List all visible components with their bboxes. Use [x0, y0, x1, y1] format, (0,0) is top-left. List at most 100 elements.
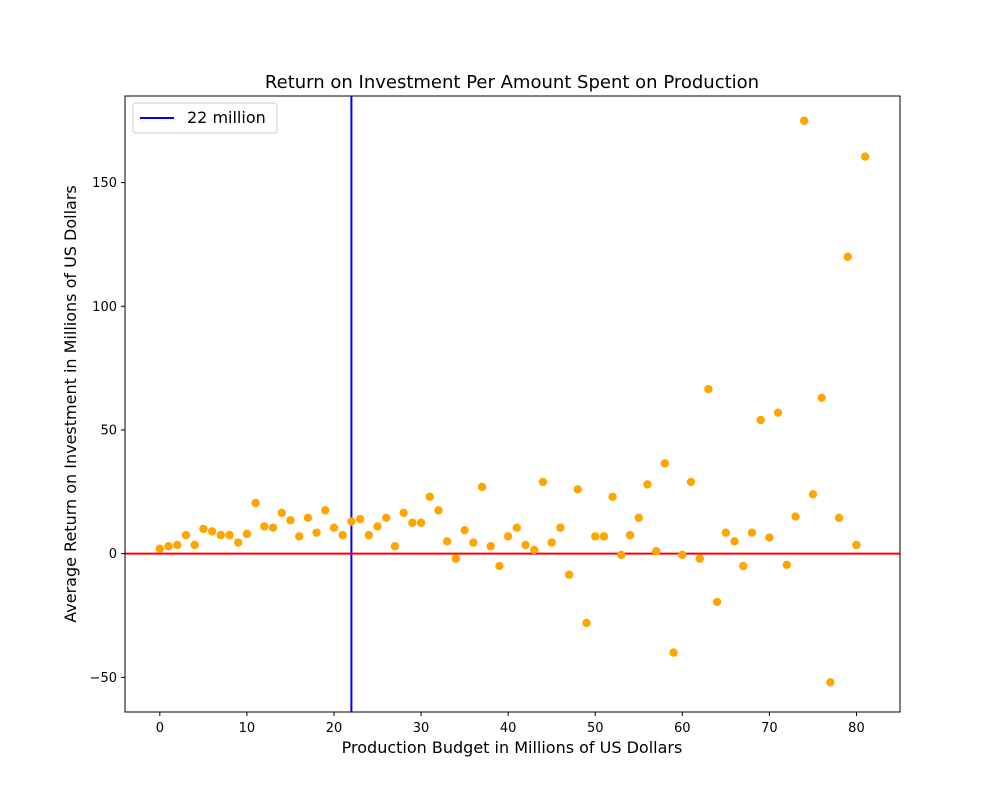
data-point	[207, 527, 217, 536]
data-point	[547, 538, 556, 547]
data-point	[678, 550, 687, 560]
y-tick-label: 150	[92, 176, 117, 191]
data-point	[382, 513, 391, 522]
x-tick-label: 30	[413, 721, 430, 736]
data-point	[521, 540, 530, 550]
data-point	[286, 516, 295, 525]
data-point	[434, 506, 443, 515]
data-point	[625, 530, 635, 540]
x-tick-label: 0	[156, 721, 164, 736]
data-point	[704, 384, 713, 394]
data-point	[303, 513, 313, 522]
plot-border	[124, 95, 901, 713]
x-tick-label: 80	[848, 721, 865, 736]
data-point	[730, 537, 739, 546]
data-point	[634, 513, 643, 522]
data-point	[695, 554, 704, 563]
data-point	[199, 524, 208, 534]
data-point	[477, 482, 487, 492]
data-point	[294, 532, 304, 541]
data-point	[225, 530, 234, 540]
data-point	[373, 522, 382, 531]
data-point	[669, 648, 678, 657]
data-point	[800, 116, 809, 125]
data-point	[234, 538, 243, 547]
data-point	[321, 506, 330, 515]
data-point	[347, 517, 356, 526]
data-point	[503, 532, 513, 541]
data-point	[408, 518, 417, 527]
y-tick-label: 0	[109, 547, 117, 562]
data-point	[155, 544, 165, 553]
data-points	[155, 116, 870, 687]
legend: 22 million	[132, 102, 278, 134]
data-point	[573, 485, 583, 494]
y-tick-label: 50	[100, 423, 117, 438]
data-point	[782, 560, 791, 570]
data-point	[582, 618, 591, 628]
x-tick-label: 70	[761, 721, 778, 736]
reference-lines	[125, 96, 900, 712]
data-point	[739, 561, 748, 571]
x-axis-title: Production Budget in Millions of US Doll…	[342, 738, 683, 757]
data-point	[852, 540, 861, 550]
data-point	[338, 530, 347, 540]
data-point	[416, 518, 426, 527]
data-point	[591, 532, 600, 541]
data-point	[643, 480, 652, 489]
y-tick-label: 100	[92, 300, 117, 315]
data-point	[469, 538, 478, 547]
data-point	[599, 532, 609, 541]
x-tick-label: 20	[326, 721, 343, 736]
data-point	[651, 546, 661, 556]
data-point	[608, 492, 617, 501]
data-point	[860, 152, 870, 161]
data-point	[538, 477, 548, 487]
data-point	[791, 512, 800, 521]
data-point	[216, 530, 225, 540]
data-point	[773, 408, 783, 417]
data-point	[173, 540, 182, 550]
data-point	[660, 459, 670, 468]
chart-title: Return on Investment Per Amount Spent on…	[265, 72, 759, 93]
data-point	[260, 522, 269, 531]
x-tick-label: 40	[500, 721, 517, 736]
data-point	[242, 529, 252, 539]
data-point	[765, 533, 774, 542]
data-point	[164, 542, 173, 551]
x-tick-label: 10	[239, 721, 256, 736]
data-point	[756, 415, 765, 425]
x-tick-label: 60	[674, 721, 691, 736]
data-point	[617, 550, 626, 560]
data-point	[329, 523, 339, 532]
data-point	[721, 528, 731, 537]
data-point	[251, 498, 260, 508]
data-point	[747, 528, 757, 537]
data-point	[312, 528, 321, 537]
data-point	[486, 542, 495, 551]
y-tick-label: −50	[90, 671, 117, 686]
data-point	[268, 523, 278, 532]
data-point	[712, 597, 722, 607]
data-point	[355, 514, 365, 524]
data-point	[364, 530, 374, 540]
data-point	[512, 523, 522, 532]
y-axis: −50 0 50 100 150	[90, 176, 125, 686]
data-point	[817, 393, 826, 403]
data-point	[495, 561, 504, 571]
data-point	[556, 523, 565, 532]
x-tick-label: 50	[587, 721, 604, 736]
plot-area	[125, 96, 900, 712]
data-point	[834, 513, 844, 522]
data-point	[451, 554, 461, 563]
y-axis-title: Average Return on Investment in Millions…	[61, 185, 80, 622]
data-point	[425, 492, 434, 501]
data-point	[460, 525, 469, 535]
data-point	[564, 570, 574, 579]
data-point	[843, 252, 852, 262]
x-axis: 0 10 20 30 40 50 60 70 80	[156, 712, 865, 736]
legend-label: 22 million	[187, 108, 266, 127]
legend-box	[132, 102, 278, 134]
data-point	[530, 545, 539, 555]
